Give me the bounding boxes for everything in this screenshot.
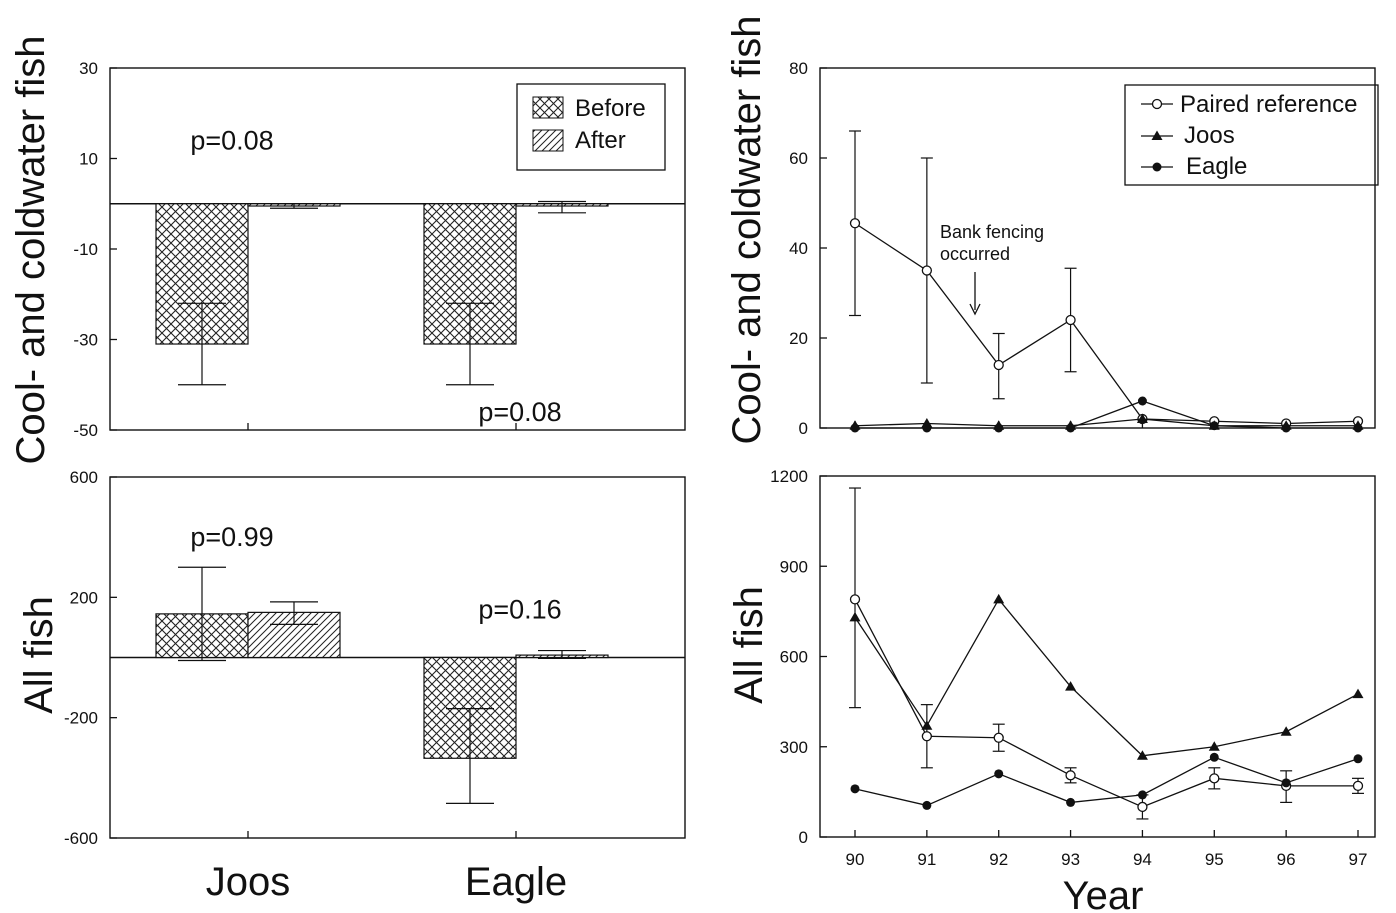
data-point-joos bbox=[1136, 750, 1148, 760]
y-tick-label-right-top: 80 bbox=[789, 59, 808, 78]
x-tick-label: 90 bbox=[846, 850, 865, 869]
annotation-line-1: Bank fencing bbox=[940, 222, 1044, 242]
legend-marker-open-circle bbox=[1151, 98, 1163, 110]
data-point-joos bbox=[1136, 413, 1148, 423]
data-point-paired-reference bbox=[921, 265, 933, 276]
x-tick-label: 93 bbox=[1061, 850, 1080, 869]
bank-fencing-annotation: Bank fencing occurred bbox=[940, 222, 1044, 316]
data-point-eagle bbox=[922, 800, 932, 810]
data-point-eagle bbox=[1209, 752, 1219, 762]
x-tick-label: 96 bbox=[1277, 850, 1296, 869]
y-tick-label-left-top: 10 bbox=[79, 150, 98, 169]
legend-marker-filled-circle bbox=[1152, 162, 1162, 172]
legend-label-joos: Joos bbox=[1184, 122, 1235, 149]
series-line-eagle bbox=[855, 400, 1358, 429]
y-tick-label-right-top: 0 bbox=[799, 419, 808, 438]
series-line-paired-reference bbox=[854, 599, 1358, 808]
legend-label-after: After bbox=[575, 127, 626, 154]
data-point-eagle bbox=[1066, 423, 1076, 433]
data-point-eagle bbox=[1137, 790, 1147, 800]
data-point-joos bbox=[993, 593, 1005, 604]
x-tick-label: 94 bbox=[1133, 850, 1152, 869]
legend-swatch-before bbox=[532, 96, 564, 119]
left-bottom-ylabel: All fish bbox=[17, 596, 61, 714]
annotation-arrow-icon bbox=[969, 303, 981, 316]
data-point-joos bbox=[921, 720, 933, 730]
data-point-eagle bbox=[1209, 421, 1219, 431]
series-line-joos bbox=[854, 598, 1359, 757]
y-tick-label-left-top: -50 bbox=[73, 421, 98, 440]
data-point-paired-reference bbox=[993, 359, 1004, 371]
x-tick-label: 97 bbox=[1349, 850, 1368, 869]
y-tick-label-left-top: 30 bbox=[79, 59, 98, 78]
y-tick-label-right-top: 60 bbox=[789, 149, 808, 168]
data-point-paired-reference bbox=[1209, 773, 1220, 784]
legend-label-eagle: Eagle bbox=[1186, 153, 1247, 180]
p-value-label: p=0.08 bbox=[478, 397, 561, 427]
y-tick-label-left-bottom: -200 bbox=[64, 709, 98, 728]
y-tick-label-left-bottom: 600 bbox=[70, 468, 98, 487]
y-tick-label-right-bottom: 1200 bbox=[770, 467, 808, 486]
y-tick-label-right-bottom: 900 bbox=[780, 557, 808, 576]
left-top-ylabel: Cool- and coldwater fish bbox=[9, 35, 53, 464]
data-point-eagle bbox=[922, 423, 932, 433]
right-top-ylabel: Cool- and coldwater fish bbox=[725, 15, 769, 444]
plot-layer: 3010-10-30-50p=0.08p=0.08600200-200-600p… bbox=[64, 59, 1376, 869]
data-point-joos bbox=[849, 611, 861, 622]
data-point-joos bbox=[1280, 726, 1292, 736]
y-tick-label-left-top: -10 bbox=[73, 240, 98, 259]
data-point-paired-reference bbox=[921, 731, 933, 742]
y-tick-label-left-bottom: 200 bbox=[70, 588, 98, 607]
right-bottom-xlabel: Year bbox=[1063, 874, 1144, 913]
data-point-eagle bbox=[1137, 396, 1147, 406]
legend-swatch-after bbox=[532, 129, 564, 152]
plot-frame-right-bottom bbox=[819, 475, 1376, 838]
p-value-label: p=0.99 bbox=[190, 522, 273, 552]
left-top-legend: Before After bbox=[516, 83, 666, 171]
x-tick-label: 91 bbox=[917, 850, 936, 869]
data-point-joos bbox=[1065, 681, 1077, 691]
data-point-eagle bbox=[850, 784, 860, 794]
category-label-joos: Joos bbox=[206, 860, 291, 904]
data-point-paired-reference bbox=[1352, 780, 1364, 792]
p-value-label: p=0.16 bbox=[478, 594, 561, 624]
legend-label-before: Before bbox=[575, 95, 646, 122]
y-tick-label-right-top: 40 bbox=[789, 239, 808, 258]
data-point-eagle bbox=[850, 423, 860, 433]
data-point-eagle bbox=[1353, 423, 1363, 433]
data-point-eagle bbox=[1066, 797, 1076, 807]
category-label-eagle: Eagle bbox=[465, 860, 567, 904]
data-point-eagle bbox=[994, 769, 1004, 779]
data-point-joos bbox=[1208, 741, 1220, 751]
data-point-eagle bbox=[1281, 778, 1291, 788]
data-point-paired-reference bbox=[1065, 770, 1076, 781]
right-top-legend: Paired reference Joos Eagle bbox=[1124, 84, 1379, 186]
data-point-eagle bbox=[994, 423, 1004, 433]
legend-marker-triangle bbox=[1151, 130, 1163, 140]
p-value-label: p=0.08 bbox=[190, 125, 273, 155]
data-point-paired-reference bbox=[849, 594, 861, 605]
y-tick-label-right-top: 20 bbox=[789, 329, 808, 348]
y-tick-label-right-bottom: 600 bbox=[780, 648, 808, 667]
data-point-paired-reference bbox=[1137, 801, 1148, 813]
data-point-paired-reference bbox=[1065, 314, 1076, 326]
x-tick-label: 92 bbox=[989, 850, 1008, 869]
series-line-eagle bbox=[854, 756, 1359, 807]
legend-label-paired-reference: Paired reference bbox=[1180, 91, 1357, 118]
data-point-paired-reference bbox=[849, 218, 861, 229]
data-point-eagle bbox=[1353, 754, 1363, 764]
y-tick-label-right-bottom: 300 bbox=[780, 738, 808, 757]
right-bottom-ylabel: All fish bbox=[727, 586, 771, 704]
y-tick-label-right-bottom: 0 bbox=[799, 828, 808, 847]
series-line-paired-reference bbox=[854, 222, 1359, 425]
x-tick-label: 95 bbox=[1205, 850, 1224, 869]
annotation-line-2: occurred bbox=[940, 244, 1010, 264]
data-point-joos bbox=[1352, 688, 1364, 699]
data-point-eagle bbox=[1281, 423, 1291, 433]
y-tick-label-left-bottom: -600 bbox=[64, 829, 98, 848]
y-tick-label-left-top: -30 bbox=[73, 331, 98, 350]
series-line-joos bbox=[854, 418, 1358, 427]
data-point-paired-reference bbox=[993, 732, 1004, 743]
